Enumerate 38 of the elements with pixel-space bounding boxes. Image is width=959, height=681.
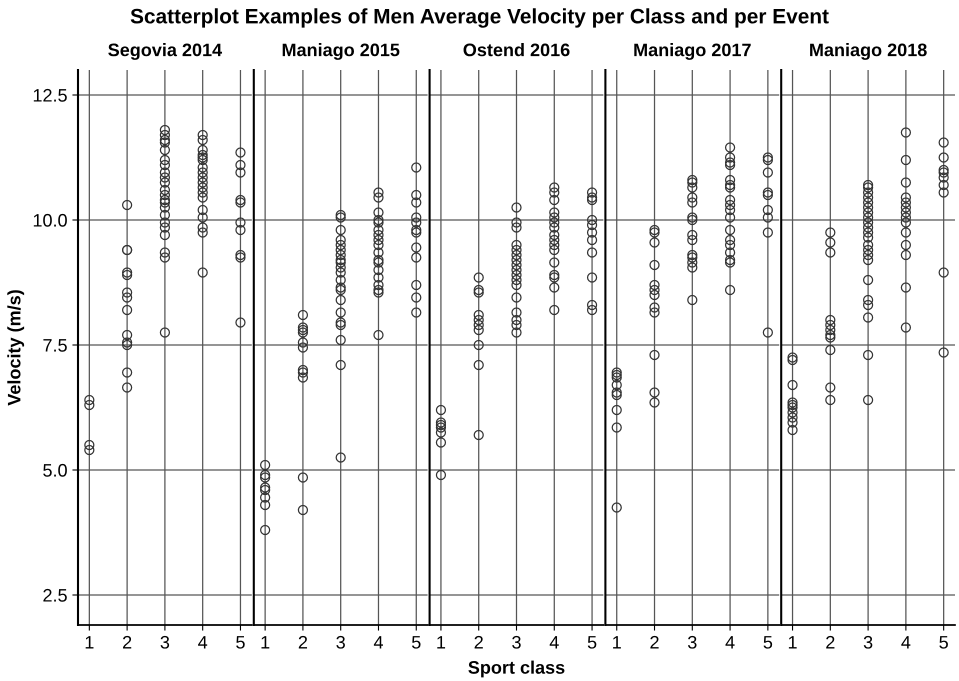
y-tick-label: 5.0: [43, 464, 67, 477]
chart-subtitle: Maniago 2017: [634, 43, 751, 60]
x-tick-label: 3: [160, 636, 170, 649]
x-tick-label: 2: [650, 636, 659, 648]
x-tick-label: 2: [474, 636, 483, 648]
y-axis-title: Velocity (m/s): [7, 290, 24, 406]
x-tick-label: 5: [412, 636, 421, 649]
x-tick-label: 3: [512, 636, 521, 649]
x-tick-label: 1: [788, 636, 797, 648]
x-tick-label: 5: [764, 636, 772, 649]
x-tick-label: 5: [939, 636, 948, 649]
x-tick-label: 2: [298, 636, 308, 648]
x-tick-label: 3: [336, 636, 345, 649]
x-tick-label: 1: [437, 636, 446, 648]
chart-subtitle: Ostend 2016: [464, 43, 570, 56]
x-tick-label: 4: [374, 636, 383, 648]
x-tick-label: 1: [261, 636, 270, 648]
chart-subtitle: Maniago 2018: [810, 43, 927, 60]
x-tick-label: 4: [725, 636, 735, 648]
x-tick-label: 1: [613, 636, 621, 648]
x-tick-label: 1: [86, 636, 94, 648]
x-tick-label: 5: [588, 636, 596, 649]
y-tick-label: 10.0: [34, 214, 67, 227]
x-tick-label: 4: [550, 636, 559, 648]
text: Scatterplot Examples of Men Average Velocity per Class and per Event: [130, 8, 829, 28]
chart-subtitle: Segovia 2014: [108, 43, 222, 60]
y-tick-label: 7.5: [43, 339, 67, 352]
x-tick-label: 3: [688, 636, 697, 649]
x-tick-label: 5: [236, 636, 245, 649]
x-tick-label: 4: [901, 636, 910, 648]
x-tick-label: 3: [864, 636, 872, 649]
y-tick-label: 12.5: [34, 88, 67, 102]
chart-subtitle: Maniago 2015: [282, 43, 400, 60]
x-tick-label: 4: [198, 636, 208, 648]
x-tick-label: 2: [826, 636, 834, 648]
y-tick-label: 2.5: [43, 588, 67, 602]
x-axis-title: Sport class: [468, 660, 564, 678]
x-tick-label: 2: [123, 636, 132, 648]
